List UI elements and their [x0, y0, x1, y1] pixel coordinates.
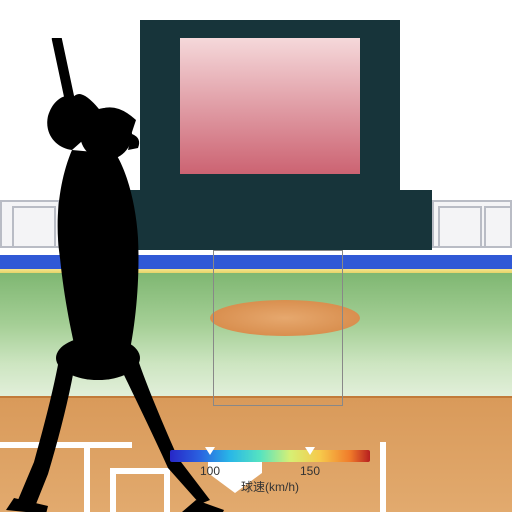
seat-panel — [484, 206, 512, 248]
batter-silhouette — [0, 38, 240, 512]
legend-notch — [205, 447, 215, 455]
legend-notch — [305, 447, 315, 455]
legend-ticks: 100 150 — [170, 462, 370, 478]
pitch-chart-stage: 100 150 球速(km/h) — [0, 0, 512, 512]
legend-tick-label: 150 — [300, 464, 320, 478]
box-line — [380, 442, 386, 512]
speed-legend: 100 150 球速(km/h) — [170, 450, 370, 495]
legend-gradient-bar — [170, 450, 370, 462]
legend-axis-label: 球速(km/h) — [170, 478, 370, 495]
legend-tick-label: 100 — [200, 464, 220, 478]
seat-panel — [438, 206, 482, 248]
